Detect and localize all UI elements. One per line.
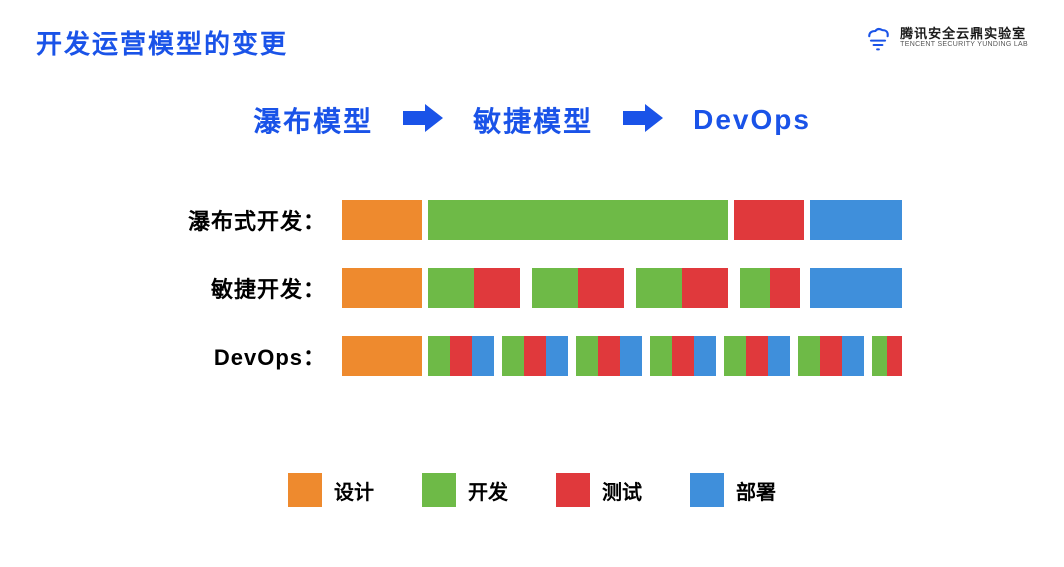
model-row: 瀑布式开发： [162,200,902,240]
arrow-icon [621,103,665,138]
bar-segment-gap [520,268,532,308]
bar-segment-deploy [768,336,790,376]
model-rows: 瀑布式开发： 敏捷开发： DevOps： [0,200,1064,376]
bar-segment-develop [740,268,770,308]
legend-label: 开发 [468,476,508,505]
brand: 腾讯安全云鼎实验室 TENCENT SECURITY YUNDING LAB [864,24,1028,52]
legend-item-test: 测试 [556,473,642,507]
bar-segment-gap [800,268,810,308]
bar-track [342,200,902,240]
bar-segment-test [770,268,800,308]
legend-swatch [288,473,322,507]
brand-en: TENCENT SECURITY YUNDING LAB [900,41,1028,49]
evolution-row: 瀑布模型 敏捷模型 DevOps [0,100,1064,140]
brand-text: 腾讯安全云鼎实验室 TENCENT SECURITY YUNDING LAB [900,27,1028,49]
row-label: 瀑布式开发： [162,204,342,236]
bar-segment-deploy [842,336,864,376]
bar-segment-test [450,336,472,376]
legend-swatch [422,473,456,507]
model-row: 敏捷开发： [162,268,902,308]
model-row: DevOps： [162,336,902,376]
bar-segment-gap [864,336,872,376]
bar-segment-test [746,336,768,376]
bar-segment-gap [728,268,740,308]
bar-segment-develop [532,268,578,308]
legend-item-develop: 开发 [422,473,508,507]
evo-label-waterfall: 瀑布模型 [253,100,373,140]
bar-segment-test [887,336,902,376]
legend-swatch [690,473,724,507]
bar-segment-deploy [620,336,642,376]
bar-segment-test [672,336,694,376]
row-label: 敏捷开发： [162,272,342,304]
bar-segment-develop [576,336,598,376]
bar-track [342,336,902,376]
legend-label: 设计 [334,476,374,505]
bar-track [342,268,902,308]
legend-label: 部署 [736,476,776,505]
bar-segment-design [342,268,422,308]
bar-segment-develop [428,268,474,308]
bar-segment-deploy [810,268,902,308]
bar-segment-develop [798,336,820,376]
bar-segment-design [342,200,422,240]
bar-segment-test [474,268,520,308]
header: 开发运营模型的变更 腾讯安全云鼎实验室 TENCENT SECURITY YUN… [36,24,1028,61]
bar-segment-deploy [546,336,568,376]
arrow-icon [401,103,445,138]
evo-label-agile: 敏捷模型 [473,100,593,140]
cloud-logo-icon [864,24,892,52]
bar-segment-gap [494,336,502,376]
legend-swatch [556,473,590,507]
bar-segment-deploy [810,200,902,240]
legend-item-deploy: 部署 [690,473,776,507]
bar-segment-develop [872,336,887,376]
page-title: 开发运营模型的变更 [36,24,288,61]
bar-segment-develop [502,336,524,376]
bar-segment-deploy [472,336,494,376]
bar-segment-gap [790,336,798,376]
bar-segment-gap [716,336,724,376]
bar-segment-test [598,336,620,376]
bar-segment-gap [642,336,650,376]
bar-segment-test [734,200,804,240]
bar-segment-deploy [694,336,716,376]
evo-label-devops: DevOps [693,104,811,136]
bar-segment-develop [428,200,728,240]
bar-segment-gap [624,268,636,308]
row-label: DevOps： [162,340,342,372]
legend-item-design: 设计 [288,473,374,507]
brand-cn: 腾讯安全云鼎实验室 [900,27,1028,41]
bar-segment-test [578,268,624,308]
bar-segment-gap [568,336,576,376]
bar-segment-develop [428,336,450,376]
bar-segment-test [524,336,546,376]
legend-label: 测试 [602,476,642,505]
bar-segment-test [820,336,842,376]
bar-segment-develop [650,336,672,376]
bar-segment-develop [636,268,682,308]
legend: 设计 开发 测试 部署 [0,473,1064,507]
bar-segment-test [682,268,728,308]
bar-segment-design [342,336,422,376]
bar-segment-develop [724,336,746,376]
